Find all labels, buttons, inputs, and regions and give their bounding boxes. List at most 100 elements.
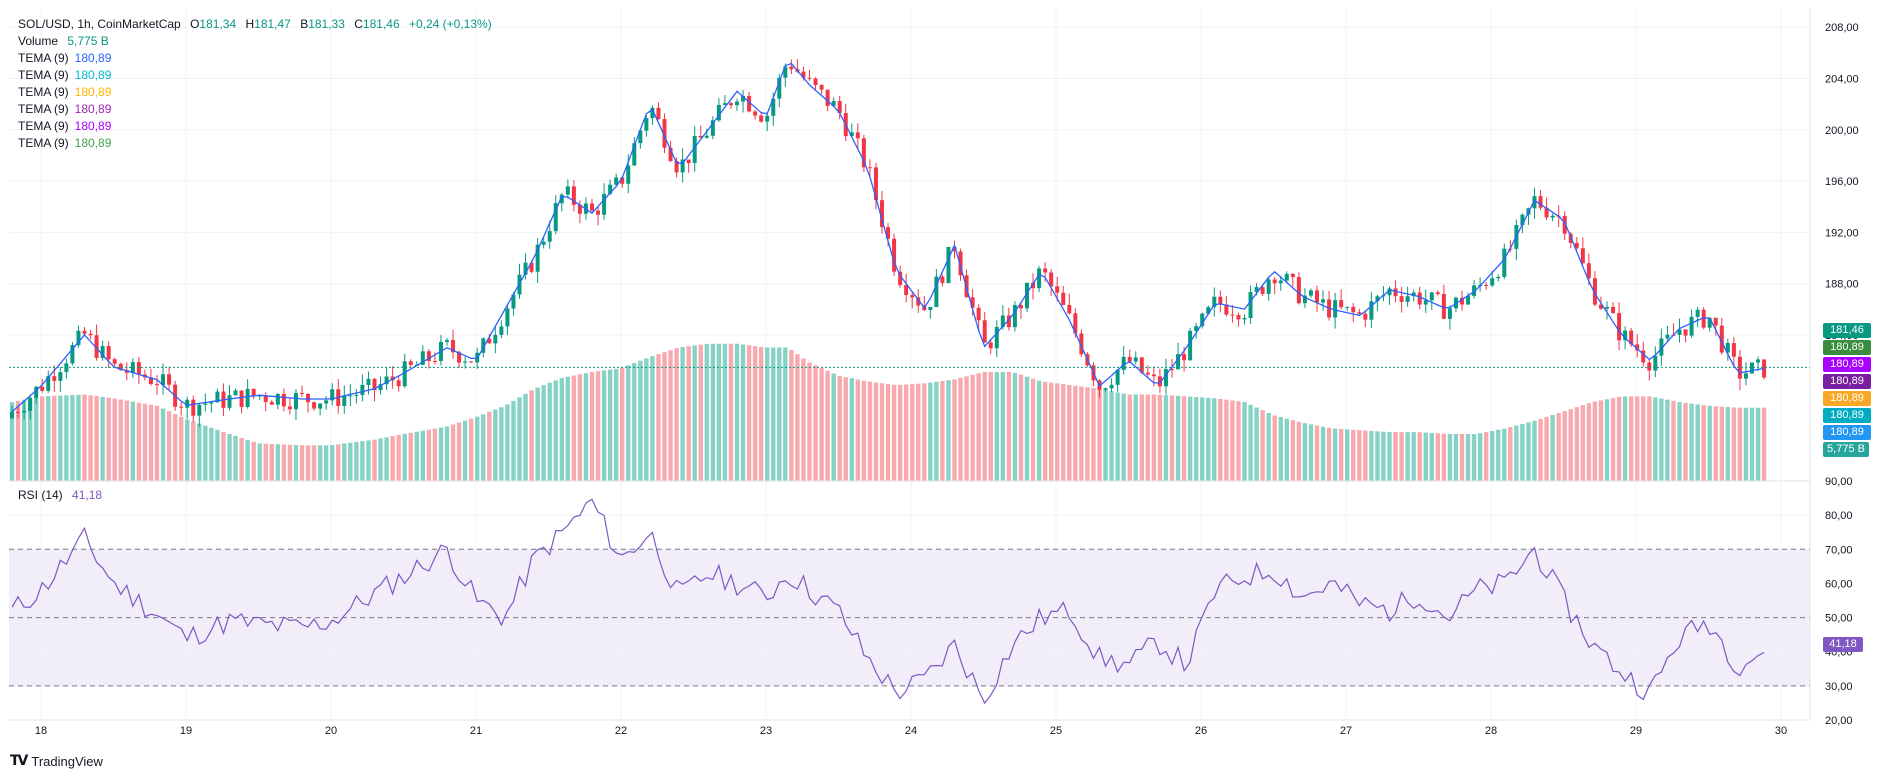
- candle-body: [1611, 306, 1616, 314]
- tema-legend-row[interactable]: TEMA (9) 180,89: [18, 50, 492, 67]
- candle-body: [1363, 313, 1368, 320]
- candle-body: [1278, 280, 1283, 284]
- volume-bar: [1115, 392, 1120, 481]
- chart-legend: SOL/USD, 1h, CoinMarketCap O181,34 H181,…: [18, 16, 492, 152]
- price-tick-label: 188,00: [1825, 279, 1859, 291]
- volume-bar: [1193, 397, 1199, 481]
- candle-body: [728, 103, 733, 106]
- tema-value: 180,89: [74, 51, 112, 65]
- volume-bar: [1302, 423, 1308, 481]
- volume-legend-row[interactable]: Volume 5,775 B: [18, 33, 492, 50]
- symbol-label[interactable]: SOL/USD, 1h, CoinMarketCap: [18, 17, 181, 31]
- time-axis[interactable]: 18 19 20 21 22 23 24 25 26 27 28 29 30: [35, 725, 1787, 737]
- volume-bar: [1749, 407, 1755, 481]
- volume-bar: [897, 384, 903, 481]
- candle-body: [692, 135, 697, 164]
- tradingview-logo[interactable]: TV TradingView: [10, 753, 103, 769]
- candle-body: [300, 392, 304, 394]
- volume-bar: [1133, 394, 1138, 481]
- candle-body: [577, 204, 582, 214]
- tema-legend-row[interactable]: TEMA (9) 180,89: [18, 67, 492, 84]
- candle-body: [511, 294, 516, 309]
- candle-body: [1574, 242, 1579, 249]
- candle-body: [1411, 292, 1416, 297]
- candle-body: [783, 66, 788, 78]
- rsi-legend[interactable]: RSI (14) 41,18: [18, 488, 102, 502]
- rsi-tick-label: 90,00: [1825, 476, 1853, 488]
- volume-bar: [64, 395, 69, 481]
- volume-bar: [577, 374, 583, 481]
- volume-bar: [523, 393, 528, 481]
- volume-bar: [172, 414, 178, 481]
- volume-bar: [958, 377, 963, 481]
- volume-bar: [275, 444, 281, 481]
- tema-badge: 180,89: [1823, 374, 1871, 389]
- tema-label: TEMA (9): [18, 136, 69, 150]
- volume-bar: [1121, 393, 1126, 481]
- candle-body: [632, 143, 637, 166]
- volume-bar: [366, 440, 371, 481]
- volume-bar: [541, 385, 546, 481]
- volume-bar: [1490, 430, 1495, 481]
- volume-bar: [1048, 382, 1054, 481]
- tema-legend-row[interactable]: TEMA (9) 180,89: [18, 135, 492, 152]
- tema-legend-row[interactable]: TEMA (9) 180,89: [18, 118, 492, 135]
- candle-body: [716, 104, 721, 121]
- brand-name: TradingView: [31, 753, 103, 769]
- candle-body: [1139, 357, 1144, 373]
- rsi-label: RSI (14): [18, 488, 63, 502]
- volume-bar: [1151, 394, 1157, 481]
- volume-bar: [239, 437, 244, 481]
- candle-body: [1109, 384, 1114, 389]
- price-tick-label: 196,00: [1825, 176, 1859, 188]
- candle-body: [886, 227, 891, 239]
- volume-bar: [1471, 434, 1477, 481]
- volume-bar: [185, 419, 190, 481]
- volume-bar: [529, 390, 534, 481]
- volume-bar: [311, 445, 317, 481]
- candle-body: [813, 78, 818, 85]
- candle-body: [275, 393, 280, 405]
- candle-body: [1417, 292, 1422, 305]
- candle-body: [481, 338, 486, 353]
- candle-body: [698, 135, 703, 138]
- candle-body: [970, 297, 975, 308]
- volume-bar: [867, 381, 873, 481]
- volume-bar: [1055, 383, 1060, 481]
- volume-bar: [662, 352, 667, 481]
- tema-legend-row[interactable]: TEMA (9) 180,89: [18, 101, 492, 118]
- candle-body: [553, 203, 558, 232]
- volume-bar: [88, 395, 93, 481]
- volume-bar: [1230, 400, 1235, 481]
- volume-bar: [1085, 387, 1090, 481]
- candle-body: [1248, 291, 1253, 319]
- candle-body: [58, 372, 63, 381]
- volume-bar: [1145, 394, 1151, 481]
- candle-body: [819, 84, 824, 90]
- volume-bar: [1139, 394, 1144, 481]
- candle-body: [1423, 300, 1428, 305]
- volume-bar: [1731, 407, 1737, 481]
- volume-bar: [336, 444, 341, 481]
- time-tick-label: 22: [615, 725, 627, 737]
- volume-bar: [420, 430, 426, 481]
- candle-body: [76, 330, 81, 346]
- volume-bar: [559, 378, 564, 481]
- volume-bar: [402, 433, 407, 481]
- candle-body: [1580, 248, 1585, 264]
- volume-bar: [511, 400, 516, 481]
- tema-legend-row[interactable]: TEMA (9) 180,89: [18, 84, 492, 101]
- volume-bar: [704, 343, 709, 481]
- volume-bar: [106, 397, 111, 481]
- candle-body: [136, 362, 141, 375]
- volume-bar: [481, 414, 486, 481]
- volume-bar: [988, 371, 993, 481]
- volume-bar: [1423, 432, 1428, 481]
- volume-bar: [438, 427, 444, 481]
- time-tick-label: 20: [325, 725, 337, 737]
- volume-bar: [1483, 432, 1489, 481]
- candle-body: [644, 118, 649, 131]
- volume-bar: [1441, 433, 1447, 481]
